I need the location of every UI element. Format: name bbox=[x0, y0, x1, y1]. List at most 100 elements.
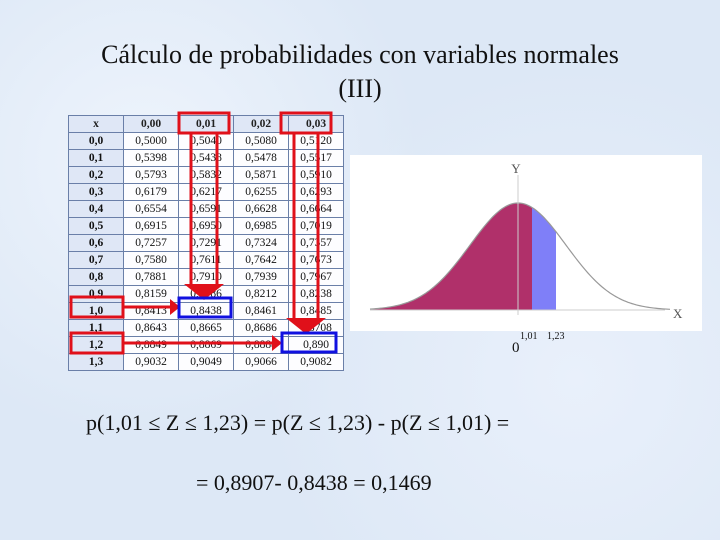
table-cell: 0,8869 bbox=[178, 336, 234, 354]
table-cell: 0,8665 bbox=[178, 319, 234, 337]
table-cell: 0,5871 bbox=[233, 166, 289, 184]
header-cell: 0,02 bbox=[233, 115, 289, 133]
table-cell: 0,5517 bbox=[288, 149, 344, 167]
header-cell: x bbox=[68, 115, 124, 133]
header-cell: 0,03 bbox=[288, 115, 344, 133]
table-cell: 0,9049 bbox=[178, 353, 234, 371]
table-row: 0,7 0,7580 0,7611 0,7642 0,7673 bbox=[68, 251, 344, 269]
table-row: 1,3 0,9032 0,9049 0,9066 0,9082 bbox=[68, 353, 344, 371]
table-cell: 0,7939 bbox=[233, 268, 289, 286]
table-cell: 0,5832 bbox=[178, 166, 234, 184]
table-cell: 0,890 bbox=[288, 336, 344, 354]
table-cell: 0,8238 bbox=[288, 285, 344, 303]
table-cell: 0,5478 bbox=[233, 149, 289, 167]
table-cell: 0,6591 bbox=[178, 200, 234, 218]
table-cell: 0,7257 bbox=[123, 234, 179, 252]
row-label: 1,3 bbox=[68, 353, 124, 371]
shaded-area bbox=[370, 203, 532, 310]
table-cell: 0,7611 bbox=[178, 251, 234, 269]
table-cell: 0,7357 bbox=[288, 234, 344, 252]
table-cell: 0,5793 bbox=[123, 166, 179, 184]
table-row: 1,2 0,8849 0,8869 0,8888 0,890 bbox=[68, 336, 344, 354]
row-label: 0,3 bbox=[68, 183, 124, 201]
table-cell: 0,8708 bbox=[288, 319, 344, 337]
density-curve bbox=[369, 202, 671, 310]
table-cell: 0,6217 bbox=[178, 183, 234, 201]
table-cell: 0,5910 bbox=[288, 166, 344, 184]
formula-line: p(1,01 ≤ Z ≤ 1,23) = p(Z ≤ 1,23) - p(Z ≤… bbox=[86, 410, 510, 435]
table-cell: 0,7580 bbox=[123, 251, 179, 269]
row-label: 0,7 bbox=[68, 251, 124, 269]
row-label: 0,9 bbox=[68, 285, 124, 303]
table-row: 0,9 0,8159 0,8186 0,8212 0,8238 bbox=[68, 285, 344, 303]
row-label: 0,0 bbox=[68, 132, 124, 150]
slide-title: Cálculo de probabilidades con variables … bbox=[101, 40, 619, 103]
table-cell: 0,8159 bbox=[123, 285, 179, 303]
table-cell: 0,6950 bbox=[178, 217, 234, 235]
shaded-interval bbox=[532, 207, 556, 310]
table-cell: 0,7967 bbox=[288, 268, 344, 286]
table-row: 1,1 0,8643 0,8665 0,8686 0,8708 bbox=[68, 319, 344, 337]
row-label: 0,6 bbox=[68, 234, 124, 252]
table-cell: 0,5040 bbox=[178, 132, 234, 150]
row-label: 1,2 bbox=[68, 336, 124, 354]
table-cell: 0,7642 bbox=[233, 251, 289, 269]
header-cell: 0,00 bbox=[123, 115, 179, 133]
row-label: 0,1 bbox=[68, 149, 124, 167]
y-axis-label: Y bbox=[511, 161, 521, 176]
table-cell: 0,7324 bbox=[233, 234, 289, 252]
header-row: x 0,00 0,01 0,02 0,03 bbox=[68, 115, 344, 133]
normal-table: x 0,00 0,01 0,02 0,03 0,0 0,5000 0,5040 0,5080 0,… bbox=[68, 115, 344, 371]
table-row: 0,1 0,5398 0,5438 0,5478 0,5517 bbox=[68, 149, 344, 167]
table-cell: 0,8413 bbox=[123, 302, 179, 320]
table-cell: 0,5120 bbox=[288, 132, 344, 150]
table-cell: 0,8849 bbox=[123, 336, 179, 354]
mark-label: 1,23 bbox=[547, 331, 565, 342]
row-label: 0,5 bbox=[68, 217, 124, 235]
table-cell: 0,8485 bbox=[288, 302, 344, 320]
row-label: 1,0 bbox=[68, 302, 124, 320]
row-label: 0,8 bbox=[68, 268, 124, 286]
table-cell: 0,7881 bbox=[123, 268, 179, 286]
table-cell: 0,6293 bbox=[288, 183, 344, 201]
table-cell: 0,8461 bbox=[233, 302, 289, 320]
table-cell: 0,8686 bbox=[233, 319, 289, 337]
table-cell: 0,8186 bbox=[178, 285, 234, 303]
table-row: 0,3 0,6179 0,6217 0,6255 0,6293 bbox=[68, 183, 344, 201]
table-cell: 0,6255 bbox=[233, 183, 289, 201]
table-row: 1,0 0,8413 0,8438 0,8461 0,8485 bbox=[68, 302, 344, 320]
table-cell: 0,9032 bbox=[123, 353, 179, 371]
table-cell: 0,5080 bbox=[233, 132, 289, 150]
table-cell: 0,8888 bbox=[233, 336, 289, 354]
table-cell: 0,9066 bbox=[233, 353, 289, 371]
table-cell: 0,5438 bbox=[178, 149, 234, 167]
origin-label: 0 bbox=[512, 340, 520, 356]
table-cell: 0,8438 bbox=[178, 302, 234, 320]
header-cell: 0,01 bbox=[178, 115, 234, 133]
table-row: 0,2 0,5793 0,5832 0,5871 0,5910 bbox=[68, 166, 344, 184]
formula-line: = 0,8907- 0,8438 = 0,1469 bbox=[196, 470, 432, 495]
table-row: 0,8 0,7881 0,7910 0,7939 0,7967 bbox=[68, 268, 344, 286]
row-label: 0,4 bbox=[68, 200, 124, 218]
table-cell: 0,7673 bbox=[288, 251, 344, 269]
table-cell: 0,7291 bbox=[178, 234, 234, 252]
table-cell: 0,8643 bbox=[123, 319, 179, 337]
table-cell: 0,6628 bbox=[233, 200, 289, 218]
table-cell: 0,9082 bbox=[288, 353, 344, 371]
table-cell: 0,6179 bbox=[123, 183, 179, 201]
table-cell: 0,5398 bbox=[123, 149, 179, 167]
table-cell: 0,6664 bbox=[288, 200, 344, 218]
normal-curve-figure: Y X bbox=[350, 155, 702, 331]
table-cell: 0,6554 bbox=[123, 200, 179, 218]
table-cell: 0,7019 bbox=[288, 217, 344, 235]
x-axis-label: X bbox=[673, 306, 683, 321]
mark-label: 1,01 bbox=[520, 331, 538, 342]
row-label: 0,2 bbox=[68, 166, 124, 184]
table-row: 0,4 0,6554 0,6591 0,6628 0,6664 bbox=[68, 200, 344, 218]
table-cell: 0,8212 bbox=[233, 285, 289, 303]
table-cell: 0,5000 bbox=[123, 132, 179, 150]
table-cell: 0,6915 bbox=[123, 217, 179, 235]
table-row: 0,6 0,7257 0,7291 0,7324 0,7357 bbox=[68, 234, 344, 252]
table-row: 0,0 0,5000 0,5040 0,5080 0,5120 bbox=[68, 132, 344, 150]
